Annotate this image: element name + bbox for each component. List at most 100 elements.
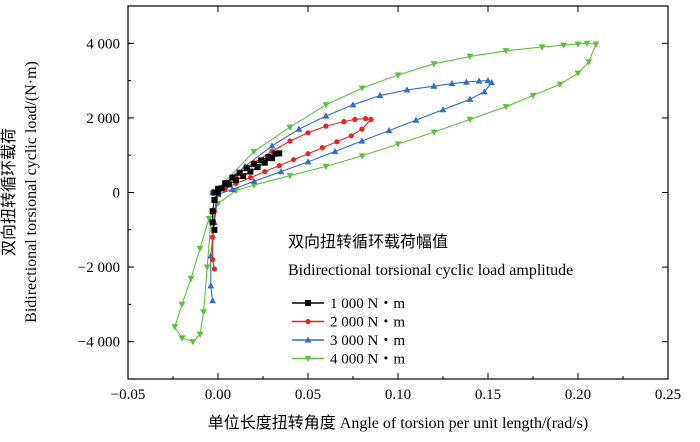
x-tick-label: 0.20 — [565, 387, 591, 403]
data-point — [430, 129, 438, 136]
data-point — [412, 116, 420, 123]
data-point — [211, 266, 217, 272]
data-point — [286, 173, 294, 180]
series-layer — [171, 40, 600, 346]
series-3 — [207, 77, 495, 304]
data-point — [322, 112, 330, 119]
data-point — [189, 339, 197, 346]
x-tick-label: 0.15 — [475, 387, 501, 403]
data-point — [243, 165, 250, 172]
data-point — [322, 163, 330, 170]
series-line — [174, 42, 597, 343]
data-point — [295, 125, 303, 132]
data-point — [261, 159, 268, 166]
y-axis-title-line2: Bidirectional torsional cyclic load/(N·m… — [23, 61, 40, 323]
data-point — [207, 282, 215, 289]
x-tick-label: 0.25 — [655, 387, 681, 403]
x-tick-label: −0.05 — [111, 387, 146, 403]
y-tick-label: 4 000 — [86, 36, 120, 52]
data-point — [209, 219, 216, 226]
data-point — [502, 104, 510, 111]
legend-label: 2 000 N・m — [330, 315, 405, 331]
data-point — [574, 41, 582, 48]
data-point — [250, 148, 258, 156]
data-point — [236, 169, 243, 176]
data-point — [178, 335, 186, 342]
data-point — [209, 297, 216, 304]
data-point — [305, 151, 311, 157]
x-tick-label: 0.05 — [295, 387, 321, 403]
data-point — [250, 177, 258, 184]
data-point — [322, 102, 330, 109]
y-tick-label: −2 000 — [78, 260, 120, 276]
data-point — [291, 157, 297, 163]
data-point — [358, 137, 366, 144]
data-point — [475, 77, 483, 84]
data-point — [448, 79, 456, 87]
data-point — [187, 275, 195, 282]
legend: 双向扭转循环载荷幅值 Bidirectional torsional cycli… — [288, 233, 573, 368]
data-point — [439, 106, 447, 113]
y-tick-label: 2 000 — [86, 111, 120, 127]
data-point — [210, 234, 216, 240]
data-point — [319, 145, 325, 151]
data-point — [262, 169, 268, 175]
data-point — [251, 161, 257, 168]
legend-item: 2 000 N・m — [292, 315, 405, 331]
data-point — [178, 301, 186, 308]
data-point — [200, 309, 207, 316]
data-point — [277, 168, 285, 175]
data-point — [363, 116, 369, 122]
data-point — [358, 153, 366, 160]
legend-label: 3 000 N・m — [330, 333, 405, 349]
data-point — [463, 78, 470, 85]
data-point — [376, 91, 384, 99]
data-point — [334, 139, 340, 145]
y-tick-label: 0 — [113, 186, 121, 202]
data-point — [265, 154, 272, 161]
data-point — [359, 126, 365, 132]
y-axis-title-line1: 双向扭转循环载荷 — [0, 128, 18, 256]
legend-marker — [304, 336, 312, 343]
legend-label: 4 000 N・m — [330, 352, 405, 368]
data-point — [218, 185, 225, 192]
data-point — [211, 226, 218, 233]
data-point — [225, 181, 232, 188]
legend-label: 1 000 N・m — [330, 296, 405, 312]
legend-marker — [304, 355, 312, 363]
legend-title-cn: 双向扭转循环载荷幅值 — [288, 233, 448, 251]
data-point — [205, 216, 213, 223]
data-point — [229, 174, 236, 181]
data-point — [171, 324, 179, 331]
y-tick-label: −4 000 — [78, 335, 120, 351]
data-point — [250, 182, 258, 189]
data-point — [585, 59, 593, 66]
data-point — [358, 85, 366, 92]
data-point — [209, 208, 216, 215]
data-point — [268, 142, 276, 149]
data-point — [583, 40, 591, 47]
data-point — [196, 245, 204, 253]
data-point — [210, 257, 216, 263]
legend-marker — [305, 318, 311, 325]
data-point — [385, 126, 393, 134]
data-point — [488, 78, 495, 86]
data-point — [592, 41, 600, 48]
data-point — [304, 158, 312, 165]
data-point — [276, 150, 283, 157]
data-point — [211, 196, 218, 203]
data-point — [481, 88, 488, 95]
data-point — [529, 92, 537, 100]
data-point — [349, 101, 357, 108]
data-point — [538, 44, 546, 51]
data-point — [574, 70, 582, 77]
data-point — [466, 95, 474, 102]
data-point — [203, 264, 211, 271]
data-point — [215, 189, 221, 196]
data-point — [222, 180, 229, 187]
data-point — [430, 61, 438, 68]
data-point — [466, 116, 474, 123]
data-point — [305, 130, 311, 136]
data-point — [323, 123, 329, 129]
